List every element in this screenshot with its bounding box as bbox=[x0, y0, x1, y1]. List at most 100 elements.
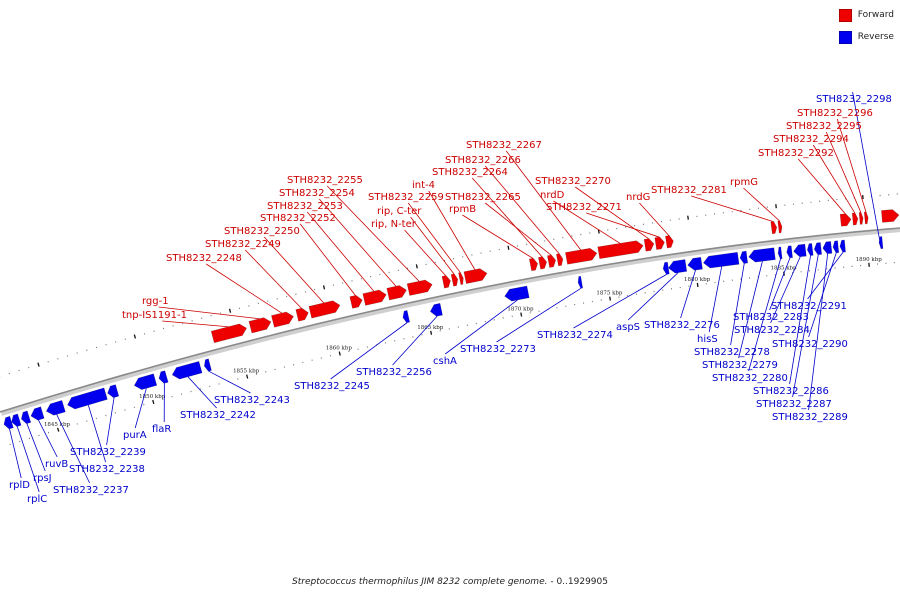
forward-gene-arrow[interactable] bbox=[565, 247, 598, 265]
gene-label: ruvB bbox=[45, 459, 68, 470]
reverse-swatch bbox=[838, 30, 852, 44]
forward-gene-arrow[interactable] bbox=[597, 240, 644, 260]
reverse-gene-arrow[interactable] bbox=[11, 413, 22, 427]
reverse-gene-arrow[interactable] bbox=[748, 247, 776, 263]
label-leader-line bbox=[162, 320, 229, 328]
reverse-gene-arrow[interactable] bbox=[786, 245, 793, 259]
gene-label: STH8232_2291 bbox=[771, 301, 847, 312]
forward-gene-arrow[interactable] bbox=[538, 256, 548, 270]
forward-gene-arrow[interactable] bbox=[547, 254, 557, 268]
gene-label: rpsJ bbox=[33, 473, 52, 484]
forward-gene-arrow[interactable] bbox=[308, 300, 341, 319]
reverse-gene-arrow[interactable] bbox=[429, 302, 443, 317]
gene-label: STH8232_2265 bbox=[445, 192, 521, 203]
forward-gene-arrow[interactable] bbox=[362, 289, 387, 306]
label-leader-line bbox=[485, 202, 552, 256]
reverse-gene-arrow[interactable] bbox=[878, 236, 884, 250]
ruler-tick bbox=[338, 351, 341, 356]
label-leader-line bbox=[808, 253, 829, 411]
gene-label: STH8232_2256 bbox=[356, 367, 432, 378]
gene-label: STH8232_2266 bbox=[445, 155, 521, 166]
forward-gene-arrow[interactable] bbox=[386, 285, 407, 301]
reverse-gene-arrow[interactable] bbox=[171, 361, 203, 380]
forward-gene-arrow[interactable] bbox=[271, 311, 294, 328]
forward-gene-arrow[interactable] bbox=[450, 273, 459, 287]
gene-label: aspS bbox=[616, 322, 640, 333]
forward-gene-arrow[interactable] bbox=[463, 268, 488, 284]
gene-label: STH8232_2279 bbox=[702, 360, 778, 371]
forward-gene-arrow[interactable] bbox=[556, 253, 564, 267]
reverse-gene-arrow[interactable] bbox=[107, 384, 120, 399]
forward-gene-arrow[interactable] bbox=[406, 279, 433, 296]
label-leader-line bbox=[586, 212, 660, 238]
forward-gene-arrow[interactable] bbox=[528, 257, 539, 272]
reverse-gene-arrow[interactable] bbox=[30, 406, 45, 421]
legend-reverse: Reverse bbox=[838, 30, 894, 44]
reverse-gene-arrow[interactable] bbox=[402, 310, 411, 324]
kbp-tick-label: 1875 kbp bbox=[596, 291, 623, 297]
forward-gene-arrow[interactable] bbox=[248, 317, 272, 334]
kbp-tick-label: 1865 kbp bbox=[417, 325, 444, 331]
gene-labels: rplD rplC rpsJ ruvB STH8232_2237 STH8232_2238… bbox=[9, 94, 892, 505]
forward-gene-arrow[interactable] bbox=[839, 213, 852, 227]
forward-gene-arrow[interactable] bbox=[858, 211, 864, 225]
label-leader-line bbox=[730, 263, 745, 346]
forward-gene-arrow[interactable] bbox=[665, 235, 674, 249]
reverse-gene-arrow[interactable] bbox=[702, 251, 740, 269]
reverse-gene-arrow[interactable] bbox=[20, 410, 32, 425]
forward-gene-arrow[interactable] bbox=[441, 275, 451, 289]
forward-gene-arrow[interactable] bbox=[349, 294, 363, 309]
reverse-gene-arrow[interactable] bbox=[806, 243, 814, 256]
label-leader-line bbox=[639, 202, 670, 236]
reverse-gene-arrow[interactable] bbox=[687, 256, 703, 271]
reverse-gene-arrow[interactable] bbox=[662, 261, 670, 275]
forward-gene-arrow[interactable] bbox=[863, 211, 869, 225]
label-leader-line bbox=[852, 91, 882, 249]
forward-gene-arrow[interactable] bbox=[210, 323, 248, 344]
label-leader-line bbox=[326, 185, 420, 282]
reverse-gene-arrow[interactable] bbox=[777, 246, 783, 260]
gene-label: STH8232_2295 bbox=[786, 121, 862, 132]
gene-label: STH8232_2254 bbox=[279, 188, 355, 199]
reverse-gene-arrow[interactable] bbox=[158, 370, 169, 384]
reverse-gene-arrow[interactable] bbox=[739, 250, 749, 264]
label-leader-line bbox=[748, 258, 781, 372]
reverse-gene-arrow[interactable] bbox=[203, 358, 212, 372]
forward-gene-arrow[interactable] bbox=[654, 236, 665, 250]
label-leader-line bbox=[56, 414, 90, 484]
forward-gene-arrow[interactable] bbox=[643, 238, 655, 252]
ruler-tick bbox=[696, 282, 699, 288]
reverse-gene-arrow[interactable] bbox=[133, 373, 158, 390]
forward-gene-arrow[interactable] bbox=[851, 212, 859, 226]
gene-label: STH8232_2267 bbox=[466, 140, 542, 151]
label-leader-line bbox=[627, 272, 679, 321]
gene-label: STH8232_2294 bbox=[773, 134, 849, 145]
reverse-gene-arrow[interactable] bbox=[839, 239, 846, 253]
forward-gene-arrow[interactable] bbox=[295, 307, 309, 322]
gene-label: STH8232_2252 bbox=[260, 213, 336, 224]
forward-gene-arrow[interactable] bbox=[881, 209, 900, 223]
reverse-gene-arrow[interactable] bbox=[822, 241, 833, 255]
label-leaders bbox=[9, 91, 882, 493]
gene-label: STH8232_2273 bbox=[460, 344, 536, 355]
reverse-gene-arrow[interactable] bbox=[813, 242, 823, 256]
forward-gene-arrow[interactable] bbox=[777, 220, 783, 234]
label-leader-line bbox=[187, 376, 217, 409]
gene-label: STH8232_2292 bbox=[758, 148, 834, 159]
label-leader-line bbox=[244, 249, 302, 309]
label-leader-line bbox=[299, 223, 356, 296]
reverse-gene-arrow[interactable] bbox=[667, 259, 688, 274]
forward-gene-arrow[interactable] bbox=[458, 272, 464, 286]
forward-gene-arrow[interactable] bbox=[770, 221, 778, 235]
reverse-gene-arrow[interactable] bbox=[832, 240, 840, 254]
gene-label: cshA bbox=[433, 356, 457, 367]
kbp-tick-label: 1860 kbp bbox=[326, 346, 353, 352]
reverse-gene-arrow[interactable] bbox=[45, 400, 66, 416]
reverse-gene-arrow[interactable] bbox=[577, 275, 584, 289]
ruler-tick bbox=[430, 330, 433, 335]
reverse-gene-arrow[interactable] bbox=[504, 285, 530, 302]
gene-label: STH8232_2264 bbox=[432, 167, 508, 178]
label-leader-line bbox=[158, 306, 260, 320]
reverse-gene-arrow[interactable] bbox=[793, 243, 807, 258]
reverse-gene-arrow[interactable] bbox=[67, 387, 108, 410]
